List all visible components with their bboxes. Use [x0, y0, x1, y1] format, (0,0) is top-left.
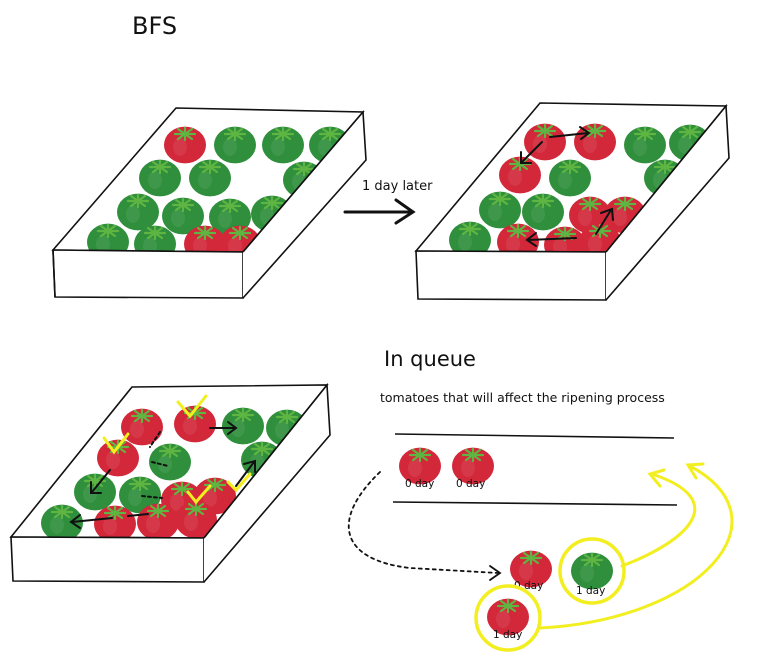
ripe-tomato: [121, 408, 163, 446]
diagram-title: BFS: [132, 12, 177, 40]
queued-tomato: [452, 447, 494, 485]
queue-caption: tomatoes that will affect the ripening p…: [380, 390, 665, 405]
unripe-tomato: [162, 197, 204, 235]
unripe-tomato: [41, 504, 83, 538]
tomato-box-bfs-steps: [9, 382, 331, 583]
tomato-box-after-one-day: [414, 102, 730, 301]
box-outline: [9, 382, 331, 583]
ripe-tomato: [137, 503, 179, 538]
highlight-circle: [558, 537, 626, 605]
queued-tomato: [399, 447, 441, 485]
dequeued-tomato: [487, 598, 529, 636]
box-after-tomatoes: [449, 123, 711, 252]
unripe-tomato: [189, 159, 231, 197]
queue-panel: In queue tomatoes that will affect the r…: [347, 347, 734, 652]
unripe-tomato: [149, 443, 191, 481]
spread-arrows: [520, 126, 614, 247]
unripe-tomato: [522, 193, 564, 231]
unripe-tomato: [222, 407, 264, 445]
ripe-tomato: [510, 550, 552, 588]
ripe-tomato: [487, 598, 529, 636]
dequeued-item-label: 1 day: [493, 629, 522, 641]
dequeued-item: 1 day: [558, 537, 626, 605]
ripe-tomato: [399, 447, 441, 485]
ripe-tomato: [174, 405, 216, 443]
ripe-tomato: [175, 501, 217, 538]
bfs-arrows: [69, 421, 256, 529]
unripe-tomato: [214, 126, 256, 164]
queue-bottom-line: [392, 501, 678, 506]
box-outline: [51, 107, 367, 299]
queue-top-line: [394, 433, 675, 439]
unripe-tomato: [117, 193, 159, 231]
unripe-tomato: [119, 476, 161, 514]
box-bfs-tomatoes: [41, 405, 308, 538]
dequeued-tomato: [571, 552, 613, 590]
unripe-tomato: [262, 126, 304, 164]
dequeued-item: 1 day: [474, 584, 542, 652]
tomato-box-initial: [51, 107, 367, 299]
ripe-tomato: [94, 505, 136, 538]
queue-item: 0 day: [399, 447, 441, 490]
unripe-tomato: [139, 159, 181, 197]
ripe-tomato: [574, 123, 616, 161]
unripe-tomato: [571, 552, 613, 590]
enqueue-yellow-arrows: [538, 462, 734, 630]
transition-label: 1 day later: [362, 179, 433, 194]
highlight-circle: [474, 584, 542, 652]
queue-item-label: 0 day: [405, 478, 434, 490]
ripe-tomato: [184, 225, 226, 252]
unripe-tomato: [449, 221, 491, 252]
ripe-tomato: [164, 126, 206, 164]
queue-item-label: 0 day: [456, 478, 485, 490]
ripe-tomato: [452, 447, 494, 485]
dequeued-item-label: 1 day: [576, 585, 605, 597]
dequeued-tomato: [510, 550, 552, 588]
queue-item: 0 day: [452, 447, 494, 490]
unripe-tomato: [624, 126, 666, 164]
box-outline: [414, 102, 730, 301]
right-arrow-icon: [343, 198, 416, 225]
unripe-tomato: [479, 191, 521, 229]
yellow-check-marks: [102, 394, 252, 505]
queue-heading: In queue: [384, 347, 476, 371]
transition-arrow: 1 day later: [343, 179, 433, 225]
unripe-tomato: [549, 159, 591, 197]
ripe-tomato: [219, 225, 261, 252]
dequeue-dotted-arrow: [347, 471, 502, 581]
